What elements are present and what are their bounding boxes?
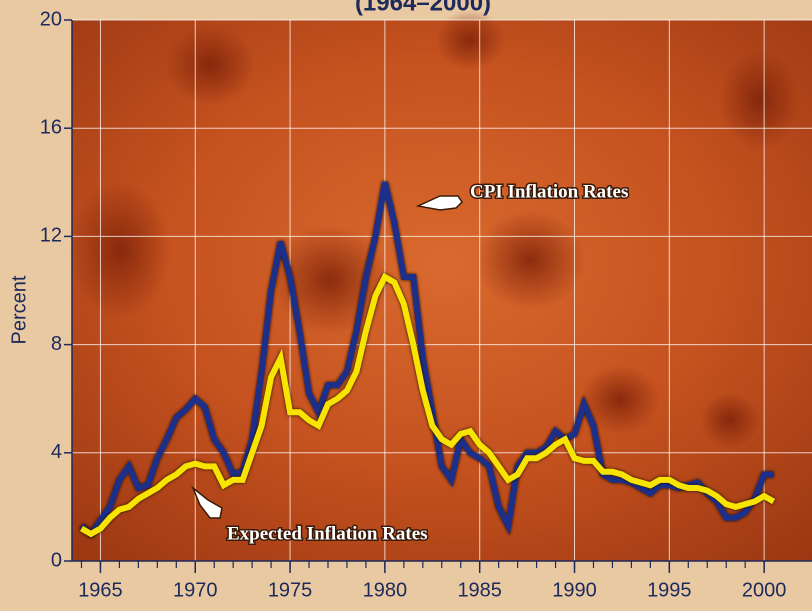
x-tick-label: 1995 xyxy=(647,579,692,601)
x-tick-label: 2000 xyxy=(742,579,787,601)
x-tick-label: 1965 xyxy=(78,579,123,601)
x-tick-label: 1970 xyxy=(173,579,218,601)
chart: (1964–2000) Percent CPI Inflation Rates … xyxy=(0,0,812,611)
x-tick-label: 1985 xyxy=(457,579,502,601)
plot-background xyxy=(72,20,812,561)
x-tick-label: 1990 xyxy=(552,579,597,601)
y-axis-label: Percent xyxy=(8,275,30,344)
x-tick-label: 1980 xyxy=(363,579,408,601)
y-tick-label: 20 xyxy=(40,8,62,30)
y-tick-label: 8 xyxy=(51,333,62,355)
y-tick-label: 4 xyxy=(51,441,62,463)
x-tick-label: 1975 xyxy=(268,579,313,601)
annotation-expected: Expected Inflation Rates xyxy=(227,523,428,544)
chart-title: (1964–2000) xyxy=(355,0,491,16)
y-tick-label: 0 xyxy=(51,549,62,571)
y-tick-label: 16 xyxy=(40,116,62,138)
y-tick-label: 12 xyxy=(40,225,62,247)
annotation-cpi: CPI Inflation Rates xyxy=(470,181,628,202)
